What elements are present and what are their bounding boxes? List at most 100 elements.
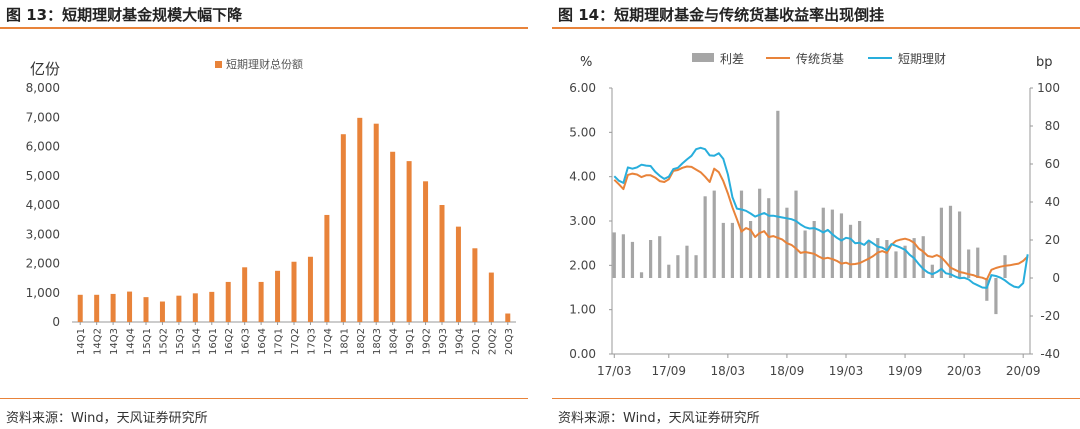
left-tick-label: 3.00 bbox=[569, 214, 596, 228]
x-tick-label: 18Q4 bbox=[389, 328, 400, 355]
bar bbox=[77, 294, 83, 322]
bar bbox=[307, 256, 313, 322]
right-source-note: 资料来源：Wind，天风证券研究所 bbox=[558, 411, 760, 426]
y-tick-label: 5,000 bbox=[26, 169, 60, 183]
bar bbox=[159, 301, 165, 322]
x-tick-label: 14Q1 bbox=[76, 328, 87, 355]
y-tick-label: 0 bbox=[52, 315, 60, 329]
spread-bar bbox=[639, 272, 644, 278]
spread-bar bbox=[803, 230, 807, 278]
spread-bar bbox=[812, 221, 816, 278]
legend-label: 短期理财总份额 bbox=[226, 57, 303, 71]
x-tick-label: 17Q4 bbox=[323, 328, 334, 355]
spread-bar bbox=[794, 190, 798, 278]
x-tick-label: 16Q3 bbox=[241, 328, 252, 355]
spread-bar bbox=[703, 196, 707, 278]
spread-bar bbox=[739, 190, 744, 278]
spread-bar bbox=[985, 278, 989, 301]
spread-bar bbox=[721, 222, 725, 278]
bar bbox=[94, 294, 100, 322]
money-fund-yield-line bbox=[613, 165, 1029, 281]
bar bbox=[340, 134, 346, 322]
x-tick-label: 16Q2 bbox=[224, 328, 235, 355]
spread-bar bbox=[649, 240, 653, 278]
spread-bar bbox=[839, 213, 844, 278]
bar bbox=[406, 161, 412, 322]
spread-bar bbox=[957, 211, 962, 278]
line-chart-yield-inversion: % bp 0.00 1.00 2.00 3.00 4.00 5.00 6.00 -40 -20 0 20… bbox=[569, 51, 1060, 378]
right-figure-title: 图 14：短期理财基金与传统货基收益率出现倒挂 bbox=[558, 6, 885, 24]
x-tick-label: 15Q4 bbox=[191, 328, 202, 355]
right-title-rule bbox=[552, 27, 1080, 29]
bar-chart-fund-size: 亿份 0 1,000 2,000 3,000 4,000 5,000 6,000 7,000 8,… bbox=[26, 57, 516, 355]
bar bbox=[176, 295, 182, 322]
spread-bar bbox=[621, 234, 625, 278]
y-axis-unit-label: 亿份 bbox=[30, 60, 60, 78]
x-tick-label: 20Q3 bbox=[504, 328, 515, 355]
right-source-rule bbox=[552, 398, 1080, 399]
bar bbox=[275, 270, 281, 322]
spread-bar bbox=[867, 241, 871, 278]
spread-bar bbox=[676, 255, 680, 278]
spread-bar bbox=[858, 221, 862, 278]
legend-label-short-term: 短期理财 bbox=[898, 52, 946, 66]
x-tick-label: 15Q3 bbox=[175, 328, 186, 355]
x-tick-label: 18/09 bbox=[770, 364, 805, 378]
x-tick-label: 15Q2 bbox=[158, 328, 169, 355]
bar bbox=[209, 291, 215, 322]
left-figure-title: 图 13：短期理财基金规模大幅下降 bbox=[6, 6, 243, 24]
left-tick-label: 6.00 bbox=[569, 81, 596, 95]
left-axis-unit-label: % bbox=[580, 55, 592, 70]
spread-bar bbox=[821, 207, 825, 278]
x-tick-label: 18Q1 bbox=[339, 328, 350, 355]
x-tick-label: 20Q2 bbox=[487, 328, 498, 355]
bar bbox=[324, 214, 330, 322]
x-tick-label: 14Q3 bbox=[109, 328, 120, 355]
x-tick-label: 20/09 bbox=[1006, 364, 1041, 378]
spread-bar bbox=[767, 198, 771, 278]
bar bbox=[127, 291, 133, 322]
spread-bar bbox=[921, 236, 925, 278]
x-tick-label: 15Q1 bbox=[142, 328, 153, 355]
spread-bar bbox=[685, 245, 689, 278]
left-source-note: 资料来源：Wind，天风证券研究所 bbox=[6, 411, 208, 426]
left-tick-label: 5.00 bbox=[569, 125, 596, 139]
left-tick-label: 0.00 bbox=[569, 347, 596, 361]
spread-bar bbox=[976, 247, 980, 278]
spread-bar bbox=[876, 238, 880, 278]
x-tick-label: 18Q3 bbox=[372, 328, 383, 355]
legend-swatch bbox=[215, 61, 222, 68]
x-tick-label: 18Q2 bbox=[356, 328, 367, 355]
y-tick-label: 8,000 bbox=[26, 81, 60, 95]
short-term-fund-yield-line bbox=[613, 146, 1029, 289]
right-axis-unit-label: bp bbox=[1036, 55, 1053, 70]
bar bbox=[192, 293, 198, 322]
y-tick-label: 2,000 bbox=[26, 257, 60, 271]
spread-bar bbox=[776, 110, 780, 278]
x-tick-label: 17Q3 bbox=[306, 328, 317, 355]
spread-bar bbox=[630, 241, 635, 278]
spread-bar bbox=[967, 249, 971, 278]
legend-swatch-spread bbox=[692, 53, 714, 62]
x-tick-label: 17Q2 bbox=[290, 328, 301, 355]
x-tick-label: 20Q1 bbox=[471, 328, 482, 355]
legend-label-money-fund: 传统货基 bbox=[796, 51, 844, 66]
left-source-rule bbox=[0, 398, 528, 399]
x-tick-label: 20/03 bbox=[947, 364, 982, 378]
x-tick-label: 17/09 bbox=[651, 364, 686, 378]
x-tick-label: 19Q3 bbox=[438, 328, 449, 355]
spread-bar bbox=[730, 222, 735, 278]
spread-bar bbox=[712, 190, 716, 278]
x-tick-label: 16Q4 bbox=[257, 328, 268, 355]
spread-bar bbox=[903, 245, 907, 278]
bar bbox=[505, 313, 511, 322]
bar bbox=[143, 297, 149, 322]
right-tick-label: -20 bbox=[1040, 309, 1060, 323]
x-tick-label: 19/09 bbox=[888, 364, 923, 378]
spread-bar bbox=[748, 221, 753, 278]
x-tick-label: 17/03 bbox=[597, 364, 632, 378]
right-panel: 图 14：短期理财基金与传统货基收益率出现倒挂 % bp 0.00 1.00 2.00 3… bbox=[552, 0, 1080, 429]
x-tick-label: 19Q2 bbox=[422, 328, 433, 355]
left-tick-label: 4.00 bbox=[569, 170, 596, 184]
spread-bar bbox=[848, 224, 853, 278]
